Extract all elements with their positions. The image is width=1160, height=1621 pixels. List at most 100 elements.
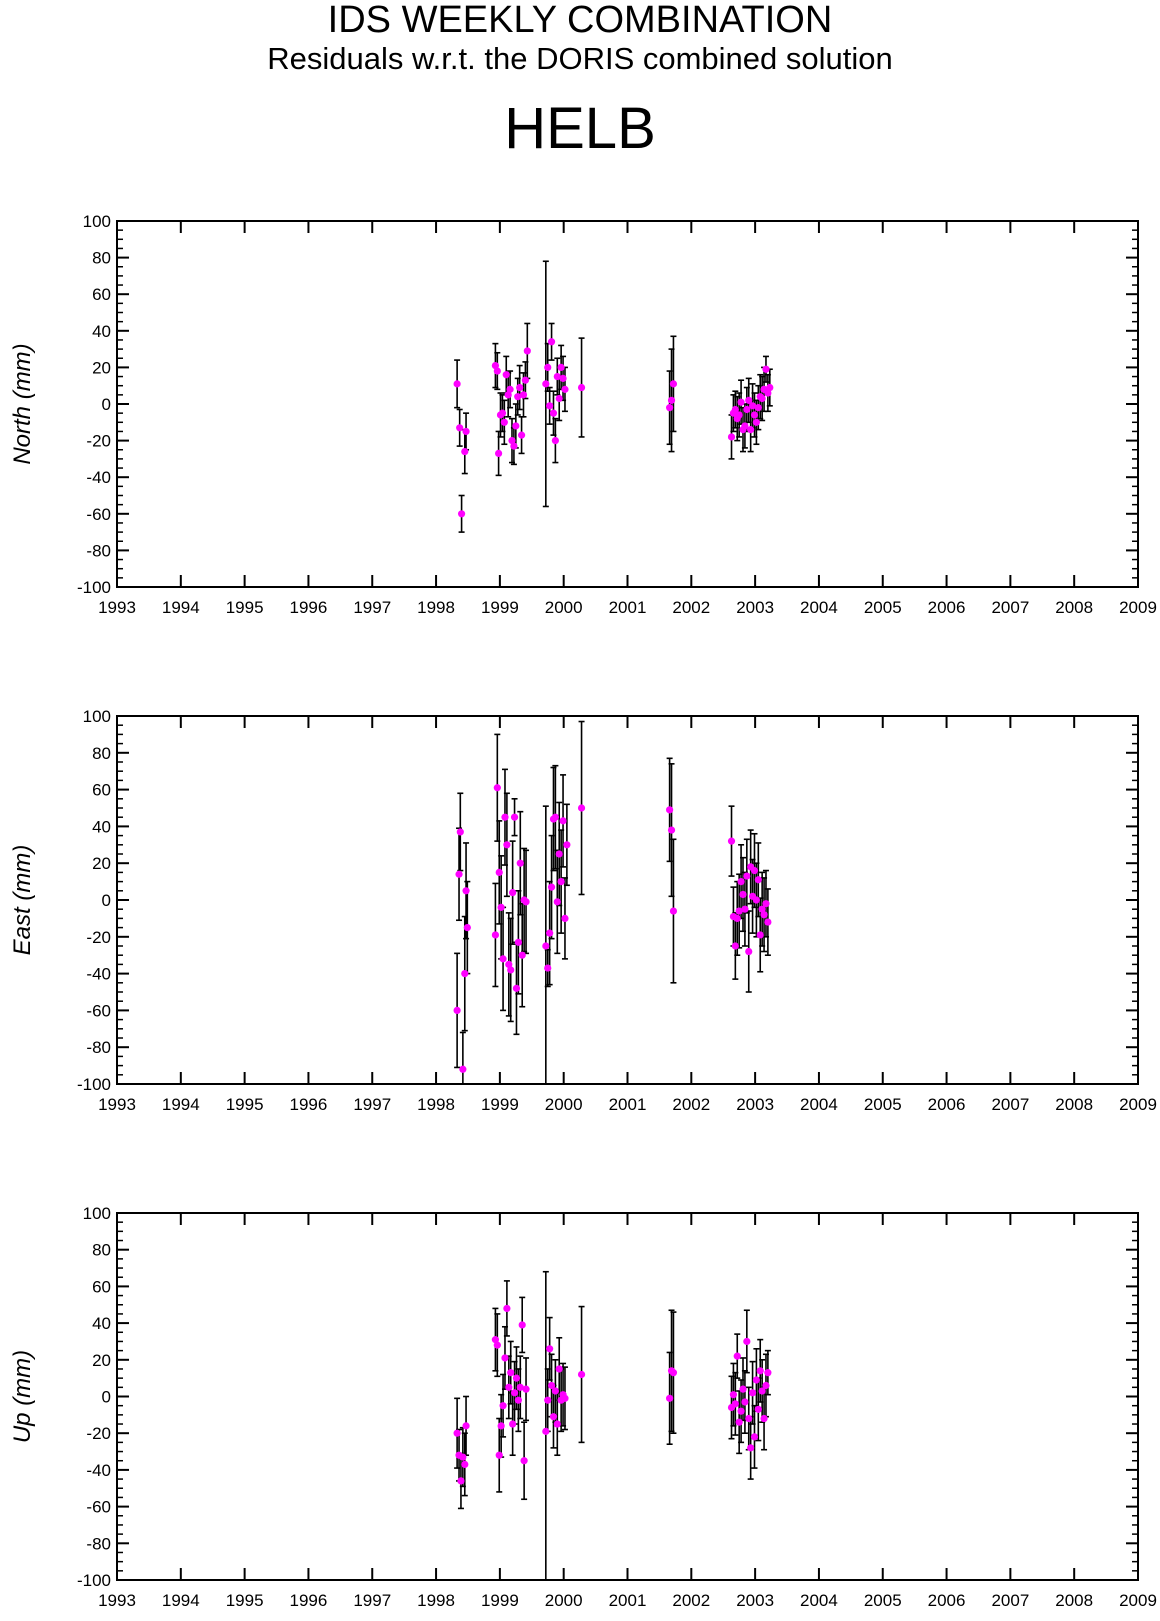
north-residual-point xyxy=(514,393,522,401)
station-name: HELB xyxy=(504,96,656,161)
up-residual-point xyxy=(731,1400,739,1408)
up-ylabel: Up (mm) xyxy=(9,1350,36,1443)
east-residual-point xyxy=(733,914,741,923)
up-xtick-label: 1995 xyxy=(226,1591,264,1610)
up-xtick-label: 2001 xyxy=(609,1591,647,1610)
east-ytick-label: 100 xyxy=(83,707,111,726)
north-residual-point xyxy=(498,409,507,417)
north-residual-point xyxy=(542,380,550,388)
north-xtick-label: 2005 xyxy=(864,598,902,617)
up-residual-point xyxy=(493,1341,501,1349)
up-residual-point xyxy=(735,1418,743,1426)
east-residual-point xyxy=(750,866,759,875)
up-residual-point xyxy=(748,1389,757,1397)
east-residual-point xyxy=(669,907,678,915)
north-residual-point xyxy=(743,405,751,414)
east-residual-point xyxy=(561,914,569,923)
up-xtick-label: 2000 xyxy=(545,1591,583,1610)
up-residual-point xyxy=(764,1369,772,1377)
north-residual-point xyxy=(731,405,739,414)
up-residual-point xyxy=(453,1429,461,1437)
east-residual-point xyxy=(461,970,469,978)
north-residual-point xyxy=(544,363,552,371)
north-ytick-label: 80 xyxy=(92,249,111,268)
north-residual-point xyxy=(577,383,586,392)
north-residual-point xyxy=(508,437,516,445)
east-xtick-label: 1996 xyxy=(290,1095,328,1114)
north-residual-point xyxy=(741,422,749,430)
east-residual-point xyxy=(735,907,743,915)
north-ylabel: North (mm) xyxy=(9,343,36,464)
up-ytick-label: -40 xyxy=(86,1461,111,1480)
north-ytick-label: -80 xyxy=(86,541,111,560)
east-xtick-label: 1995 xyxy=(226,1095,264,1114)
east-plot-frame xyxy=(116,715,1139,1085)
east-ylabel: East (mm) xyxy=(9,845,36,956)
north-residual-point xyxy=(557,363,565,371)
north-residual-point xyxy=(512,422,520,430)
up-ytick-label: 80 xyxy=(92,1241,111,1260)
north-residual-point xyxy=(748,402,757,410)
east-xtick-label: 1998 xyxy=(417,1095,455,1114)
east-xtick-label: 2009 xyxy=(1119,1095,1157,1114)
north-residual-point xyxy=(546,402,554,410)
up-residual-point xyxy=(745,1414,753,1423)
east-residual-point xyxy=(762,900,770,908)
up-xtick-label: 2003 xyxy=(736,1591,774,1610)
up-ytick-label: 60 xyxy=(92,1277,111,1296)
east-residual-point xyxy=(553,898,561,906)
up-ytick-label: -100 xyxy=(77,1571,111,1590)
north-residual-point xyxy=(456,424,464,432)
east-residual-point xyxy=(455,870,463,878)
east-residual-point xyxy=(756,931,764,939)
up-residual-point xyxy=(518,1321,526,1329)
east-xtick-label: 2008 xyxy=(1055,1095,1093,1114)
up-residual-point xyxy=(514,1396,522,1404)
north-residual-point xyxy=(735,411,743,419)
east-xtick-label: 2002 xyxy=(672,1095,710,1114)
up-residual-point xyxy=(737,1407,745,1415)
up-xtick-label: 2006 xyxy=(928,1591,966,1610)
east-residual-point xyxy=(518,951,526,959)
north-plot-frame xyxy=(116,220,1139,588)
up-residual-point xyxy=(762,1381,770,1390)
east-residual-point xyxy=(510,813,519,821)
up-ytick-label: 40 xyxy=(92,1314,111,1333)
up-residual-point xyxy=(750,1433,759,1441)
east-residual-point xyxy=(764,918,772,926)
east-xtick-label: 2000 xyxy=(545,1095,583,1114)
up-ytick-label: 100 xyxy=(83,1204,111,1223)
east-residual-point xyxy=(731,942,739,950)
north-residual-point xyxy=(747,426,755,434)
east-residual-point xyxy=(542,942,550,950)
up-residual-point xyxy=(501,1354,509,1362)
north-residual-point xyxy=(457,510,466,518)
east-xtick-label: 2006 xyxy=(928,1095,966,1114)
up-ytick-label: -20 xyxy=(86,1424,111,1443)
up-xtick-label: 1998 xyxy=(417,1591,455,1610)
up-xtick-label: 2007 xyxy=(991,1591,1029,1610)
north-residual-point xyxy=(453,380,461,388)
north-ytick-label: 60 xyxy=(92,285,111,304)
north-residual-point xyxy=(519,391,528,399)
north-residual-point xyxy=(754,404,762,412)
east-residual-point xyxy=(544,964,552,972)
up-ytick-label: 20 xyxy=(92,1351,111,1370)
chart-subtitle: Residuals w.r.t. the DORIS combined solu… xyxy=(267,41,893,76)
north-ytick-label: 100 xyxy=(83,212,111,231)
north-residual-point xyxy=(549,409,558,417)
up-residual-point xyxy=(733,1352,741,1360)
east-residual-point xyxy=(509,889,517,897)
up-residual-point xyxy=(520,1457,528,1465)
east-residual-point xyxy=(522,898,530,906)
north-residual-point xyxy=(502,371,510,379)
north-ytick-label: 20 xyxy=(92,358,111,377)
east-xtick-label: 1999 xyxy=(481,1095,519,1114)
north-ytick-label: 40 xyxy=(92,322,111,341)
east-residual-point xyxy=(453,1006,461,1015)
up-ytick-label: -60 xyxy=(86,1498,111,1517)
north-residual-point xyxy=(506,385,514,393)
up-residual-point xyxy=(462,1422,470,1430)
up-residual-point xyxy=(669,1369,678,1377)
up-residual-point xyxy=(760,1414,768,1423)
